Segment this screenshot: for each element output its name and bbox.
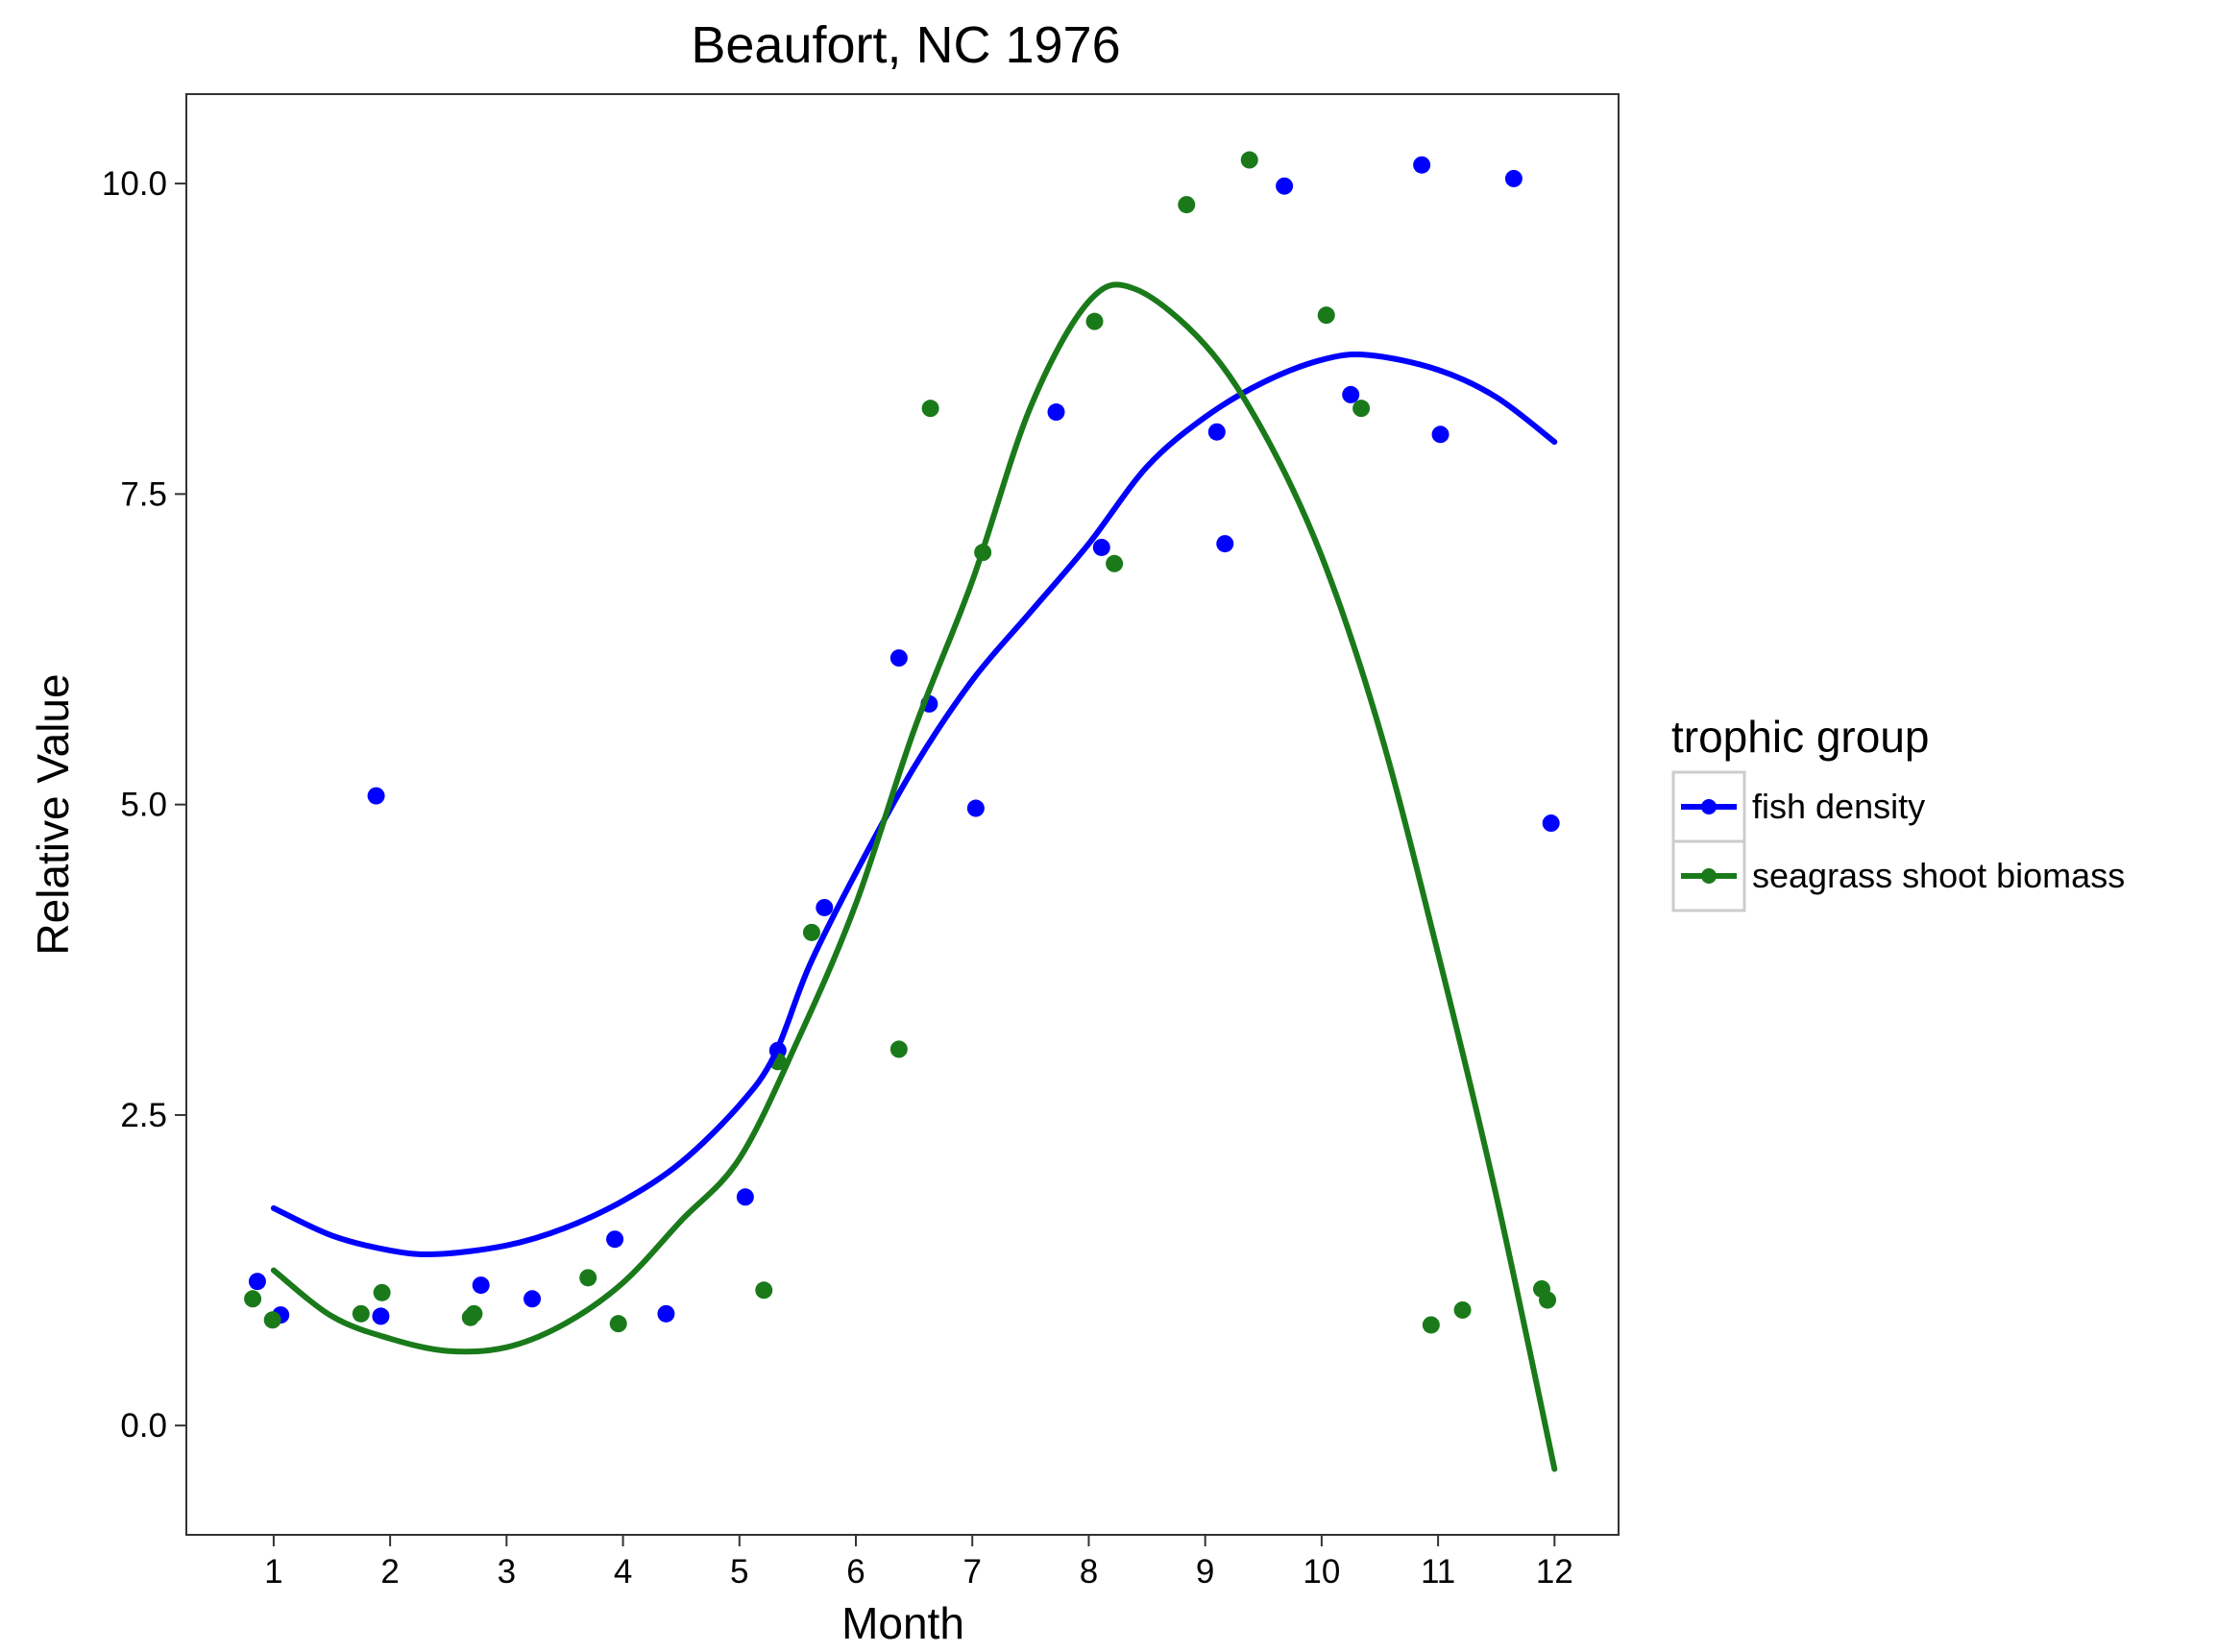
data-point — [1422, 1316, 1440, 1334]
legend-label: fish density — [1752, 787, 1925, 826]
data-point — [1276, 177, 1294, 195]
data-point — [524, 1290, 542, 1308]
x-tick-label: 5 — [730, 1553, 748, 1591]
y-axis: 0.0 2.5 5.0 7.5 10.0 — [102, 165, 186, 1445]
data-point — [755, 1281, 773, 1300]
data-point — [1504, 169, 1523, 187]
data-point — [1047, 403, 1065, 422]
data-point — [372, 1307, 390, 1325]
data-point — [1092, 538, 1110, 556]
data-point — [367, 787, 385, 805]
legend-label: seagrass shoot biomass — [1752, 856, 2125, 895]
x-axis-label: Month — [841, 1598, 964, 1648]
data-point — [657, 1304, 675, 1323]
legend-title: trophic group — [1671, 712, 1930, 762]
x-tick-label: 1 — [264, 1553, 282, 1591]
data-point — [244, 1290, 262, 1308]
y-tick-label: 2.5 — [120, 1097, 167, 1134]
smooth-line-1 — [270, 281, 1558, 1472]
y-tick-label: 7.5 — [120, 475, 167, 513]
x-tick-label: 6 — [846, 1553, 865, 1591]
data-point — [889, 649, 908, 668]
x-tick-label: 7 — [962, 1553, 981, 1591]
data-point — [248, 1273, 266, 1291]
data-point — [609, 1315, 627, 1333]
data-point — [1539, 1291, 1557, 1309]
data-point — [263, 1311, 281, 1329]
x-tick-label: 3 — [498, 1553, 516, 1591]
data-point — [1216, 535, 1234, 553]
data-point — [1542, 814, 1560, 833]
y-tick-label: 5.0 — [120, 787, 167, 824]
data-point — [889, 1040, 908, 1058]
x-tick-label: 10 — [1303, 1553, 1340, 1591]
data-point — [736, 1188, 754, 1206]
series-layer — [244, 151, 1560, 1472]
data-point — [1431, 425, 1450, 444]
data-point — [1240, 151, 1258, 169]
x-tick-label: 9 — [1196, 1553, 1214, 1591]
x-tick-label: 4 — [614, 1553, 632, 1591]
data-point — [1413, 156, 1431, 174]
legend-key-point — [1701, 799, 1717, 814]
x-tick-label: 2 — [380, 1553, 399, 1591]
x-tick-label: 11 — [1421, 1553, 1455, 1591]
data-point — [966, 799, 985, 817]
data-point — [1453, 1300, 1472, 1319]
legend-items: fish density seagrass shoot biomass — [1671, 770, 2125, 912]
data-point — [1106, 554, 1124, 572]
x-tick-label: 12 — [1536, 1553, 1573, 1591]
data-point — [802, 923, 820, 941]
legend-key-point — [1701, 868, 1717, 884]
data-point — [352, 1304, 370, 1323]
plot-panel — [185, 93, 1620, 1536]
legend: trophic group fish density seagrass shoot… — [1671, 712, 2125, 912]
y-tick-label: 0.0 — [120, 1407, 167, 1445]
x-tick-label: 8 — [1080, 1553, 1098, 1591]
data-point — [1178, 196, 1196, 214]
data-point — [606, 1230, 624, 1249]
chart-title: Beaufort, NC 1976 — [691, 16, 1120, 74]
y-axis-label: Relative Value — [28, 673, 78, 955]
data-point — [373, 1283, 391, 1301]
y-tick-label: 10.0 — [102, 165, 167, 203]
data-point — [472, 1276, 490, 1295]
smooth-line-0 — [270, 351, 1558, 1257]
data-point — [1207, 423, 1226, 441]
x-axis: 1 2 3 4 5 6 7 8 9 10 11 12 — [264, 1535, 1573, 1591]
data-point — [465, 1304, 483, 1323]
data-point — [921, 400, 939, 418]
data-point — [579, 1269, 597, 1287]
data-point — [1352, 400, 1371, 418]
data-point — [1085, 312, 1104, 330]
data-point — [816, 898, 834, 916]
data-point — [1342, 385, 1360, 403]
data-point — [1317, 306, 1335, 325]
